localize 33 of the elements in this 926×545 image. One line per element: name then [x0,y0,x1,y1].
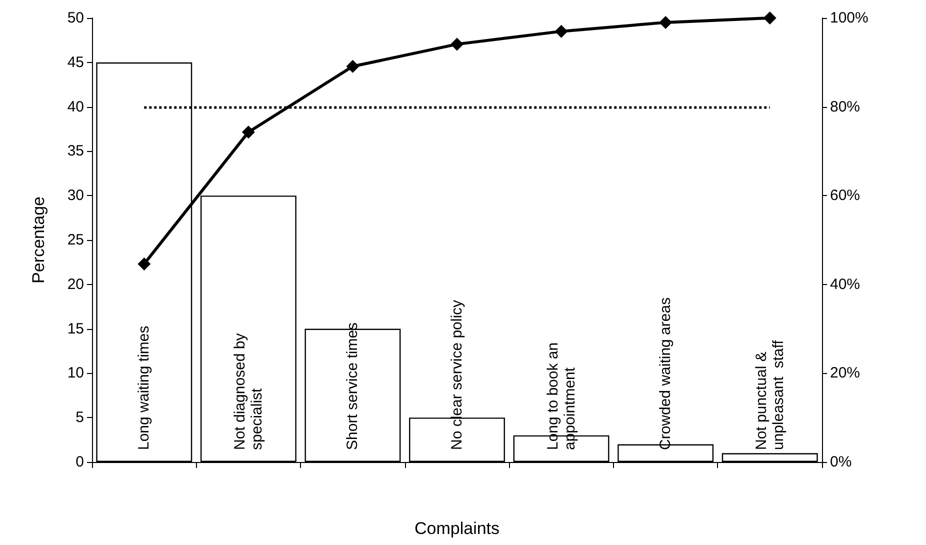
y-tick-label: 15 [67,320,84,338]
y-tick-label: 45 [67,54,84,71]
x-tick-label: Not diagnosed by specialist [231,329,266,450]
y2-tick-label: 40% [830,276,860,293]
y-tick-label: 35 [67,142,84,160]
point [450,38,464,51]
point [554,24,568,38]
x-tick-label: Crowded waiting areas [657,297,674,450]
y2-tick-label: 20% [830,364,860,382]
point [242,126,255,139]
y-tick-label: 40 [67,98,84,116]
point [138,257,151,270]
point [659,16,672,29]
y2-tick-label: 0% [830,454,852,470]
point [346,60,360,73]
y-tick-label: 20 [67,276,84,293]
y2-tick-label: 80% [830,98,860,116]
x-tick-label: Long to book an appointment [544,338,578,450]
y-tick-label: 50 [67,10,84,26]
y2-tick-label: 60% [830,187,860,204]
x-tick-label: No clear service policy [448,299,466,450]
y-tick-label: 0 [76,454,84,470]
y2-tick-label: 100% [830,10,868,26]
y-tick-label: 10 [67,364,84,382]
y-tick-label: 30 [67,187,84,204]
point [763,12,776,24]
x-tick-label: Short service times [344,322,362,450]
y-tick-label: 25 [67,232,84,248]
y-axis-title: Percentage [29,196,48,284]
y-tick-label: 5 [76,409,84,426]
x-axis-title: Complaints [414,519,500,538]
x-tick-label: Not punctual & unpleasant staff [752,339,787,450]
x-tick-label: Long waiting times [136,326,153,450]
